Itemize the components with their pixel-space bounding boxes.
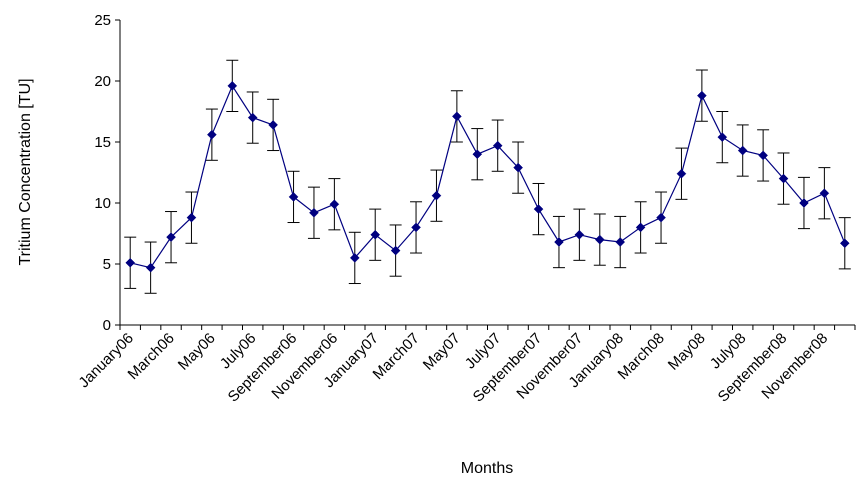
x-tick-label: May06	[175, 330, 219, 374]
y-tick-label: 25	[94, 12, 111, 29]
y-axis-title: Tritium Concentration [TU]	[17, 78, 34, 265]
data-point	[492, 140, 503, 151]
data-point	[329, 199, 340, 210]
data-point	[247, 112, 258, 123]
data-point	[390, 245, 401, 256]
y-tick-label: 15	[94, 134, 111, 151]
data-point	[452, 111, 462, 122]
x-tick-label: January06	[75, 330, 137, 392]
data-point	[472, 149, 483, 160]
data-point	[717, 132, 728, 142]
data-point	[268, 120, 278, 130]
data-point	[309, 207, 319, 218]
data-point	[676, 168, 687, 179]
data-point	[799, 198, 809, 208]
data-point	[125, 257, 136, 268]
data-point	[554, 237, 564, 247]
data-point	[145, 262, 156, 273]
x-tick-label: May07	[420, 330, 464, 374]
data-point	[819, 188, 830, 199]
y-tick-label: 10	[94, 195, 111, 212]
data-point	[349, 253, 360, 263]
data-point	[513, 162, 523, 173]
data-point	[758, 150, 768, 161]
y-tick-label: 5	[103, 256, 111, 273]
data-point	[615, 237, 626, 247]
data-point	[656, 212, 666, 223]
data-point	[574, 229, 585, 240]
data-point	[411, 222, 421, 233]
x-tick-label: May08	[665, 330, 709, 374]
data-point	[207, 129, 217, 140]
data-point	[778, 173, 789, 184]
x-axis-title: Months	[461, 460, 513, 477]
data-point	[166, 232, 176, 243]
data-point	[227, 81, 238, 91]
data-point	[431, 190, 442, 201]
y-tick-label: 0	[103, 317, 111, 334]
data-point	[697, 90, 707, 101]
data-point	[635, 222, 646, 233]
data-point	[839, 238, 850, 249]
data-point	[737, 145, 748, 156]
y-tick-label: 20	[94, 73, 111, 90]
series-line	[130, 84, 846, 269]
data-point	[288, 192, 299, 202]
data-point	[533, 204, 544, 214]
data-point	[594, 234, 605, 245]
data-point	[370, 229, 381, 240]
data-point	[186, 212, 197, 223]
